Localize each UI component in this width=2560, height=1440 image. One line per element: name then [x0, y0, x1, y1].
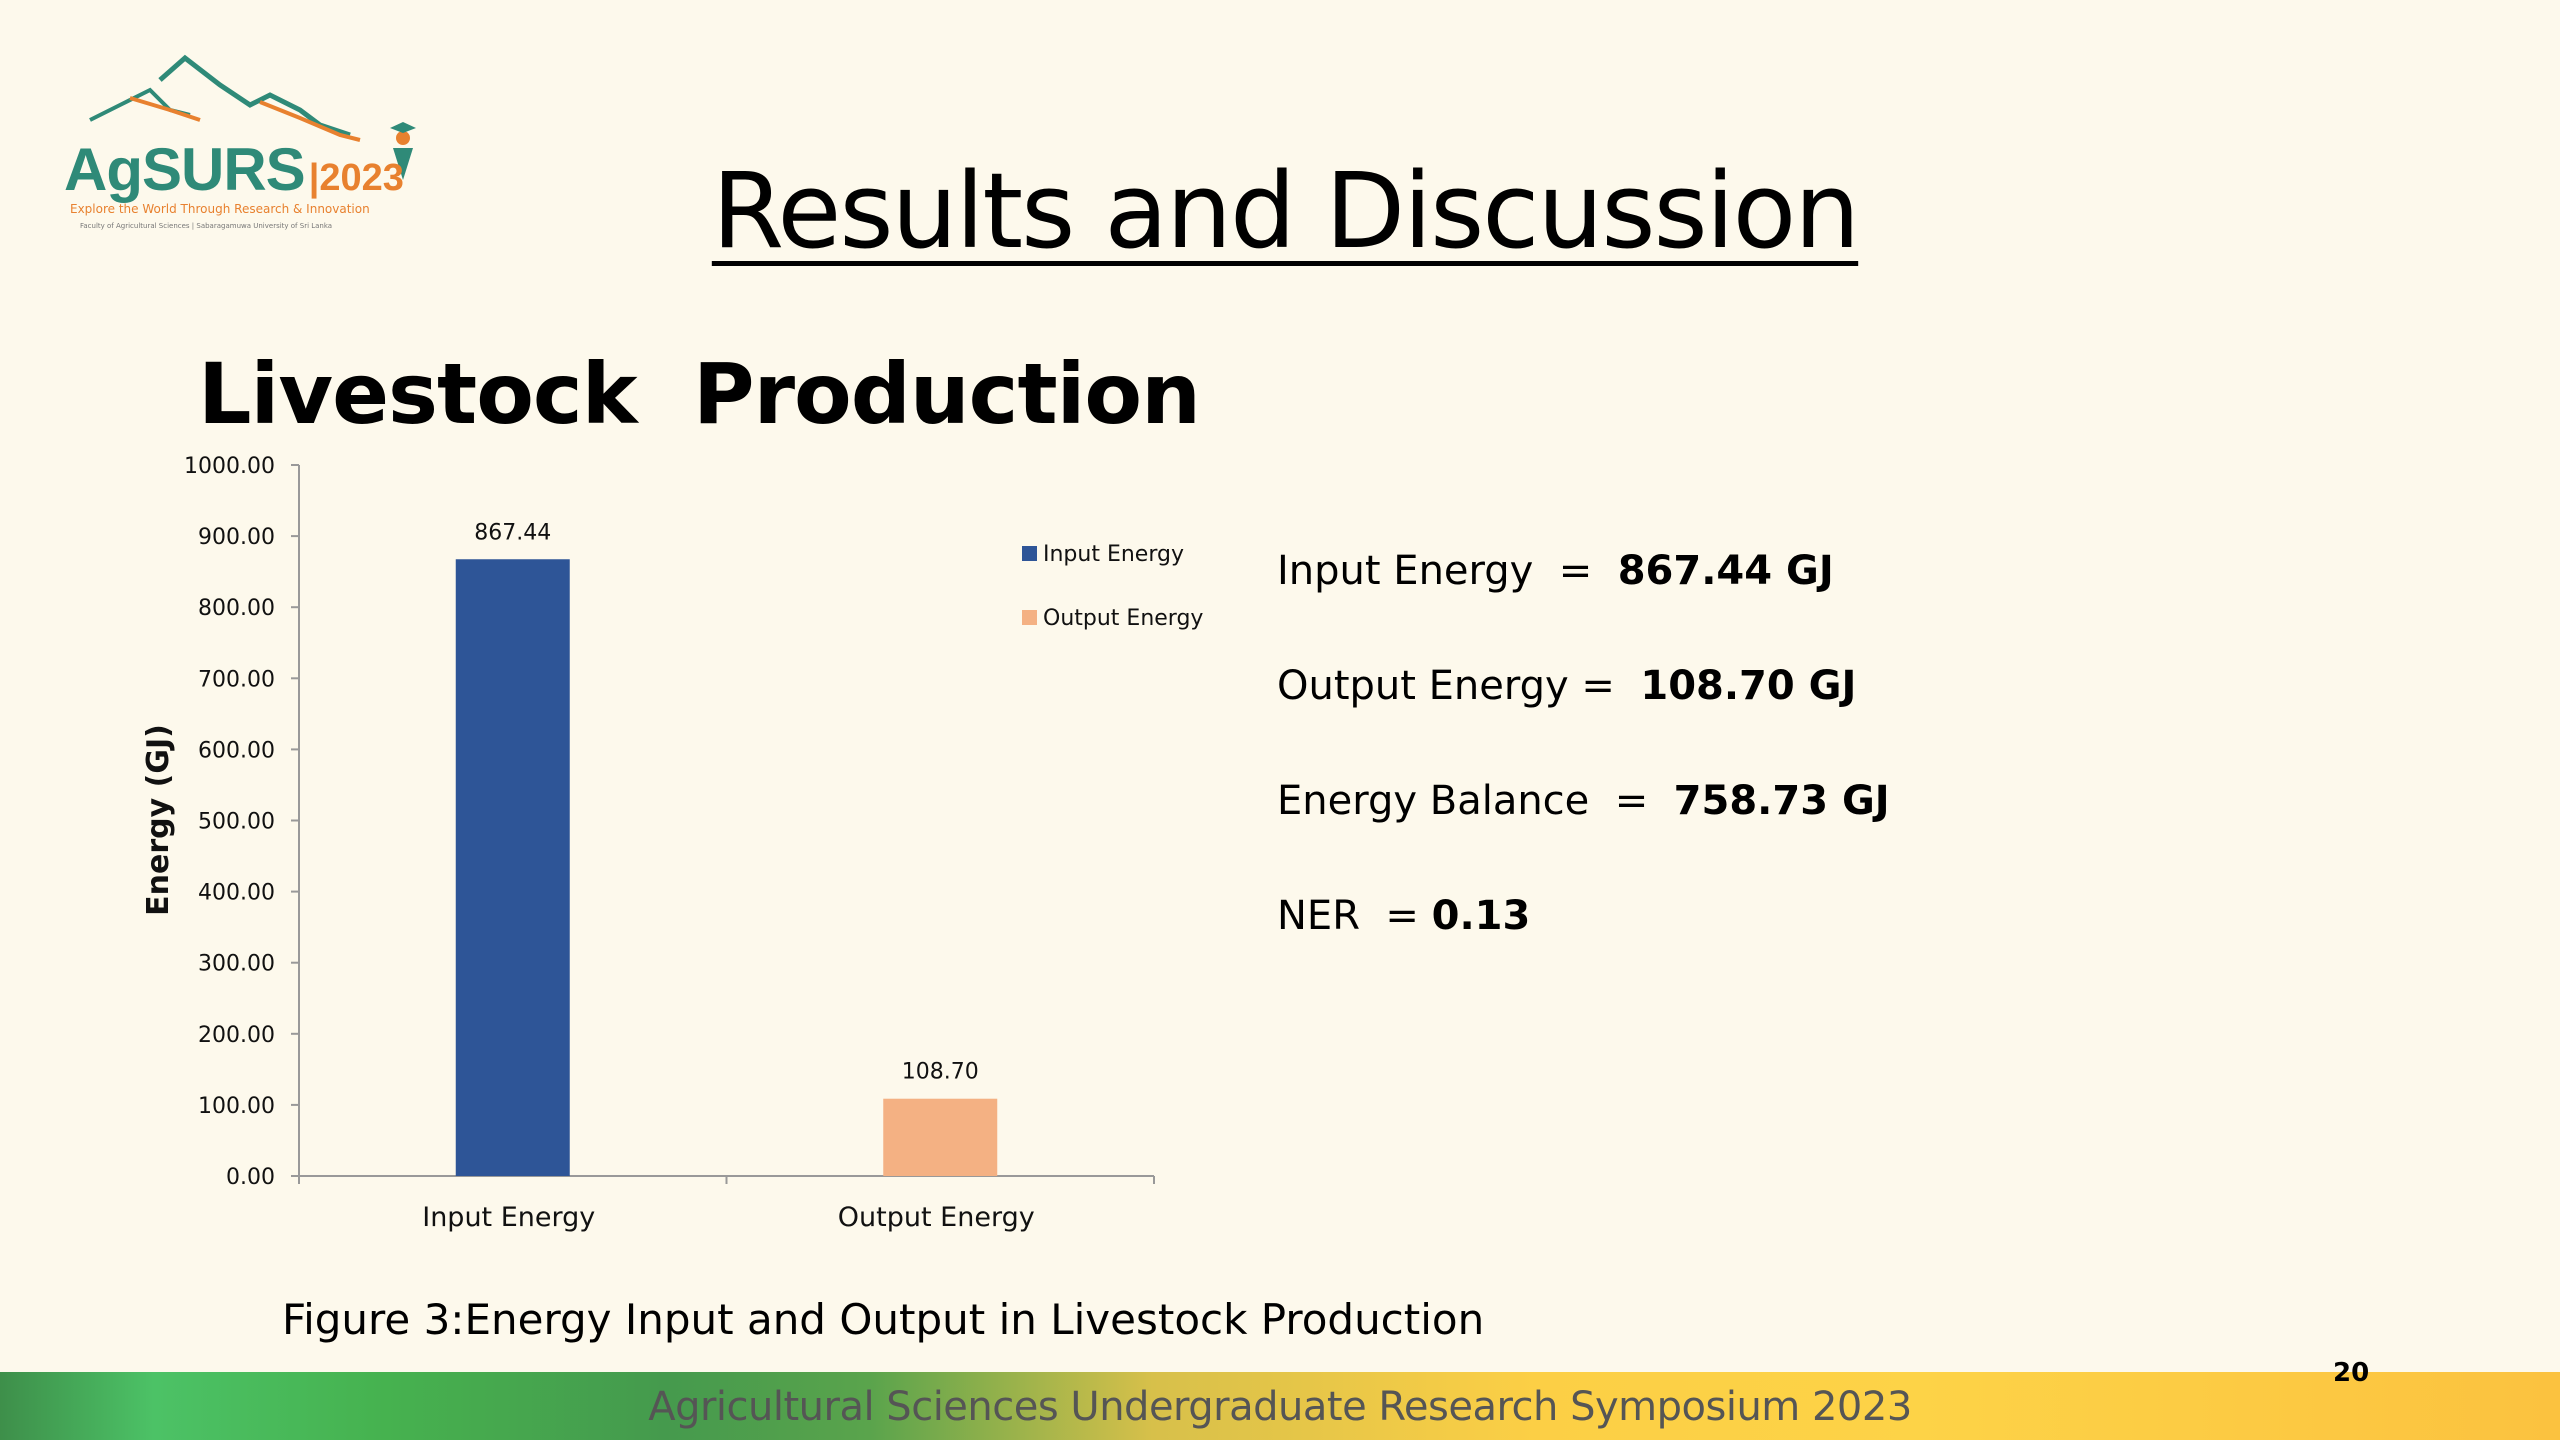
y-tick-label: 900.00: [198, 525, 275, 550]
stat-ner: NER = 0.13: [1277, 893, 1530, 939]
stat-output-energy: Output Energy = 108.70 GJ: [1277, 663, 1856, 709]
logo-year: |2023: [308, 157, 404, 199]
bar-input-energy: [455, 559, 570, 1176]
legend-entry: Output Energy: [1043, 606, 1203, 631]
y-tick-label: 600.00: [198, 738, 275, 763]
legend-swatch: [1022, 610, 1037, 625]
y-tick-label: 700.00: [198, 667, 275, 692]
stat-label: Energy Balance =: [1277, 778, 1674, 824]
legend-swatch: [1022, 546, 1037, 561]
legend-entry: Input Energy: [1043, 542, 1184, 567]
stat-value: 758.73 GJ: [1673, 778, 1890, 824]
stat-value: 867.44 GJ: [1617, 548, 1834, 594]
page-number: 20: [2333, 1358, 2370, 1388]
stat-label: Output Energy =: [1277, 663, 1641, 709]
section-heading: Livestock Production: [198, 345, 1201, 443]
data-label: 108.70: [902, 1060, 979, 1085]
stat-label: NER =: [1277, 893, 1432, 939]
x-category-label: Input Energy: [422, 1202, 595, 1233]
y-tick-label: 400.00: [198, 881, 275, 906]
y-tick-label: 200.00: [198, 1023, 275, 1048]
y-tick-label: 100.00: [198, 1094, 275, 1119]
y-tick-label: 500.00: [198, 810, 275, 835]
energy-bar-chart: 0.00 100.00 200.00 300.00 400.00 500.00 600.00…: [141, 454, 1203, 1233]
footer-band: [0, 1372, 2560, 1440]
mountain-logo-graphic: [89, 54, 416, 180]
graduate-pen-icon: [390, 122, 416, 180]
stat-input-energy: Input Energy = 867.44 GJ: [1277, 548, 1834, 594]
slide-title: Results and Discussion: [711, 150, 1860, 272]
logo-affiliation: Faculty of Agricultural Sciences | Sabar…: [80, 222, 333, 230]
figure-caption: Figure 3:Energy Input and Output in Live…: [282, 1295, 1485, 1344]
logo-tagline: Explore the World Through Research & Inn…: [70, 202, 370, 216]
stat-value: 0.13: [1431, 893, 1531, 939]
logo-name: AgSURS: [64, 136, 306, 203]
logo: [60, 50, 430, 240]
footer-text: Agricultural Sciences Undergraduate Rese…: [648, 1384, 1912, 1430]
bar-output-energy: [883, 1098, 998, 1176]
y-axis-label: Energy (GJ): [141, 724, 176, 916]
stat-value: 108.70 GJ: [1640, 663, 1857, 709]
stat-energy-balance: Energy Balance = 758.73 GJ: [1277, 778, 1890, 824]
y-tick-label: 800.00: [198, 596, 275, 621]
y-tick-label: 300.00: [198, 952, 275, 977]
data-label: 867.44: [474, 520, 551, 545]
x-category-label: Output Energy: [838, 1202, 1035, 1233]
stat-label: Input Energy =: [1277, 548, 1618, 594]
y-tick-label: 0.00: [226, 1165, 275, 1190]
y-tick-label: 1000.00: [184, 454, 275, 479]
logo-wordmark: AgSURS |2023: [64, 135, 404, 204]
